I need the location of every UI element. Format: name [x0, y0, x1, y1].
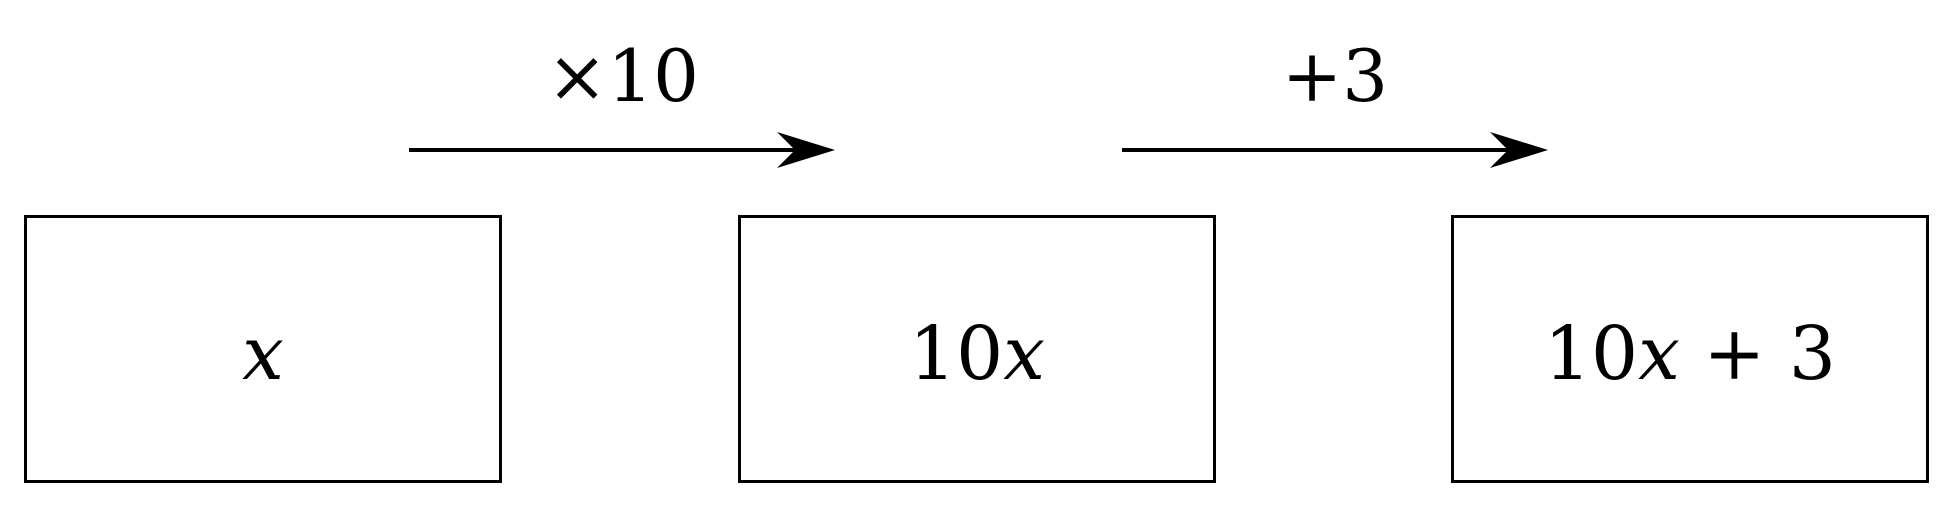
arrow-right-icon — [409, 132, 835, 168]
intermediate-expression: 10x — [909, 311, 1045, 397]
arrow-right-icon — [1122, 132, 1548, 168]
output-box: 10x + 3 — [1451, 215, 1929, 483]
operation-label-add: +3 — [1281, 34, 1389, 118]
input-box: x — [24, 215, 502, 483]
output-expression: 10x + 3 — [1543, 311, 1837, 397]
intermediate-box: 10x — [738, 215, 1216, 483]
operation-label-multiply: ×10 — [547, 34, 699, 118]
input-expression: x — [242, 311, 284, 397]
